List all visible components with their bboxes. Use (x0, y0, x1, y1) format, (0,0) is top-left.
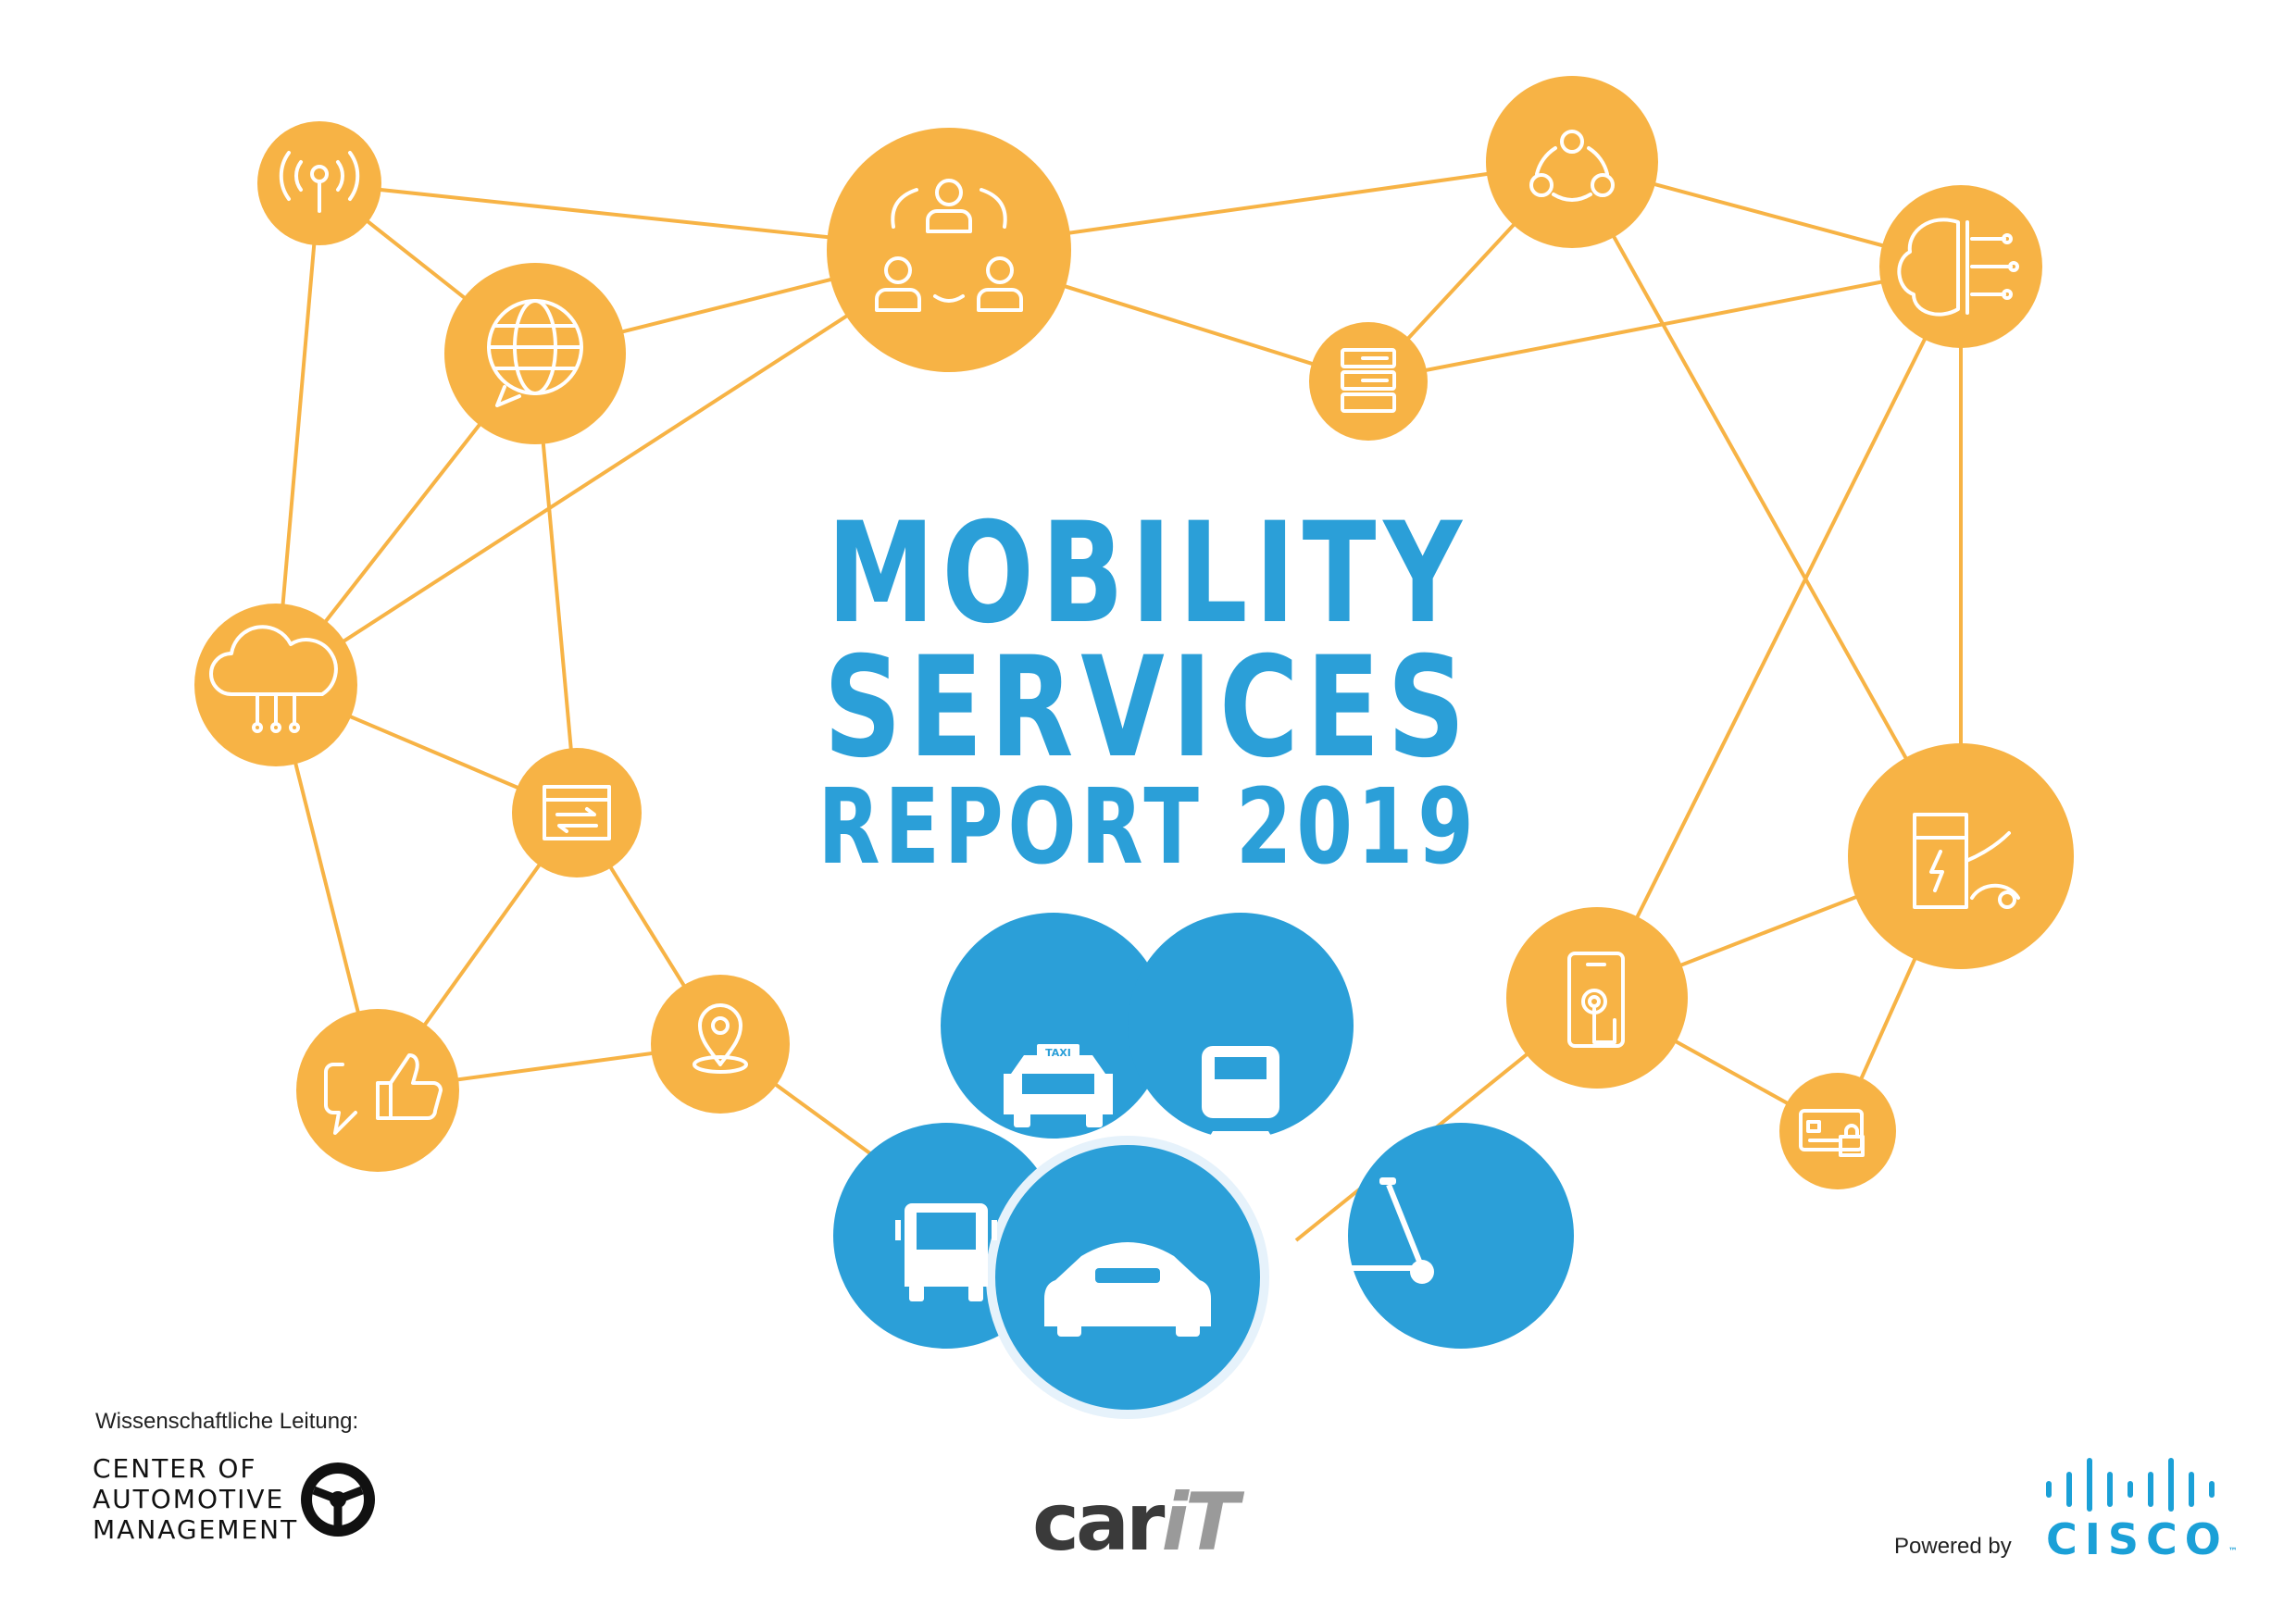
brain-circuit-icon (1897, 218, 2019, 317)
charging-station-icon (1913, 813, 2020, 909)
carit-logo-car: car (1032, 1476, 1165, 1569)
scooter-icon (1325, 1177, 1434, 1284)
taxi-sign-label: TAXI (1045, 1047, 1071, 1059)
cam-logo: CENTER OF AUTOMOTIVE MANAGEMENT (93, 1453, 380, 1546)
people-cycle-icon (875, 179, 1023, 312)
cam-line-1: CENTER OF (93, 1453, 257, 1484)
cam-line-3: MANAGEMENT (93, 1514, 299, 1545)
title-line-1: MOBILITY (827, 493, 1469, 654)
cam-logo-icon (301, 1462, 375, 1537)
car-icon (1044, 1242, 1211, 1337)
browser-transfer-icon (543, 785, 611, 840)
cam-line-2: AUTOMOTIVE (93, 1484, 285, 1514)
title-line-3: REPORT 2019 (817, 767, 1479, 888)
smartphone-touch-icon (1567, 952, 1625, 1048)
cisco-bars-icon (2046, 1458, 2215, 1512)
globe-chat-icon (487, 299, 583, 407)
carit-logo: cariT (1032, 1476, 1240, 1569)
mobility-cluster (833, 913, 1574, 1419)
cisco-wordmark: CISCO (2046, 1514, 2228, 1564)
carit-logo-it: iT (1161, 1476, 1239, 1569)
share-icon (1529, 130, 1615, 202)
powered-by-label: Powered by (1894, 1534, 2012, 1559)
credit-card-lock-icon (1799, 1109, 1865, 1157)
cisco-trademark: ™ (2227, 1547, 2238, 1557)
server-lock-icon (1341, 348, 1396, 413)
thumbs-up-chat-icon (324, 1053, 443, 1135)
scientific-lead-caption: Wissenschaftliche Leitung: (95, 1409, 359, 1434)
cloud-network-icon (209, 625, 338, 733)
cisco-logo: CISCO™ (2046, 1514, 2238, 1564)
title-line-2: SERVICES (823, 628, 1473, 789)
antenna-icon (279, 151, 360, 213)
location-pin-icon (693, 1003, 748, 1074)
